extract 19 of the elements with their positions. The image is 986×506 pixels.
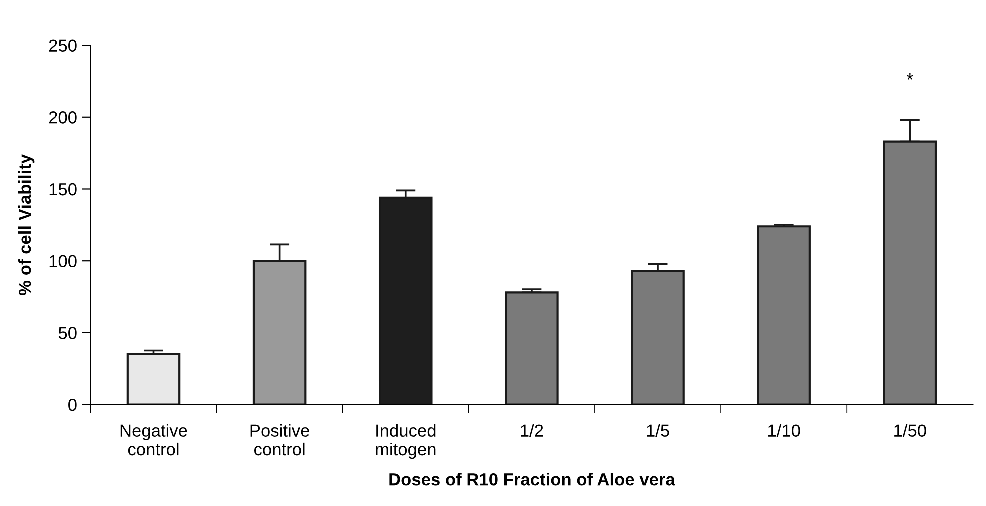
y-tick-label: 0 (68, 398, 77, 412)
bar (505, 292, 559, 405)
x-tick-label: 1/50 (894, 424, 926, 437)
y-tick-label: 100 (50, 255, 77, 268)
annotation: * (906, 74, 914, 80)
x-tick-label: 1/2 (521, 424, 544, 437)
x-tick-label: 1/10 (768, 424, 800, 437)
bar (757, 226, 811, 405)
y-tick-label: 250 (49, 40, 77, 52)
x-tick-label: Induced mitogen (376, 424, 436, 460)
y-tick-label: 200 (49, 112, 77, 124)
bar (126, 353, 181, 405)
x-tick-label: 1/5 (647, 424, 670, 437)
x-tick-label: Negative control (120, 424, 188, 456)
x-tick-label: Positive control (250, 424, 310, 456)
y-tick-label: 50 (58, 327, 77, 340)
x-axis-title: Doses of R10 Fraction of Aloe vera (390, 473, 676, 486)
y-tick-label: 150 (50, 183, 77, 196)
y-axis-title: % of cell Viability (18, 154, 35, 296)
